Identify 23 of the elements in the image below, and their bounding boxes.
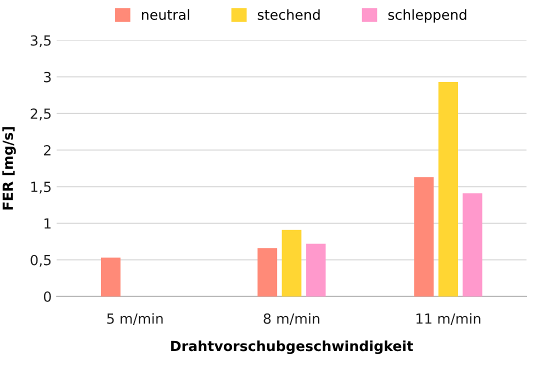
x-tick-label: 5 m/min <box>107 313 163 325</box>
bar <box>306 244 326 296</box>
x-tick-label: 11 m/min <box>416 313 480 325</box>
y-tick-label: 0 <box>44 291 51 302</box>
y-tick-label: 2,5 <box>30 108 51 120</box>
bar <box>462 193 482 296</box>
bar <box>438 82 458 296</box>
legend-label: neutral <box>142 9 190 20</box>
y-tick-label: 3 <box>44 72 51 82</box>
y-tick-label: 2 <box>44 145 50 156</box>
y-tick-label: 0,5 <box>30 254 51 267</box>
bar <box>414 177 434 296</box>
bar <box>258 248 278 296</box>
legend-label: schleppend <box>388 9 466 23</box>
bar <box>100 258 121 296</box>
bar <box>282 230 302 296</box>
x-axis-title: Drahtvorschubgeschwindigkeit <box>171 340 414 354</box>
x-tick-label: 8 m/min <box>264 313 320 325</box>
y-tick-label: 1,5 <box>31 182 51 194</box>
y-axis-title: FER [mg/s] <box>2 127 16 210</box>
y-tick-label: 1 <box>44 218 51 229</box>
legend-label: stechend <box>258 9 320 20</box>
y-tick-label: 3,5 <box>30 35 51 48</box>
